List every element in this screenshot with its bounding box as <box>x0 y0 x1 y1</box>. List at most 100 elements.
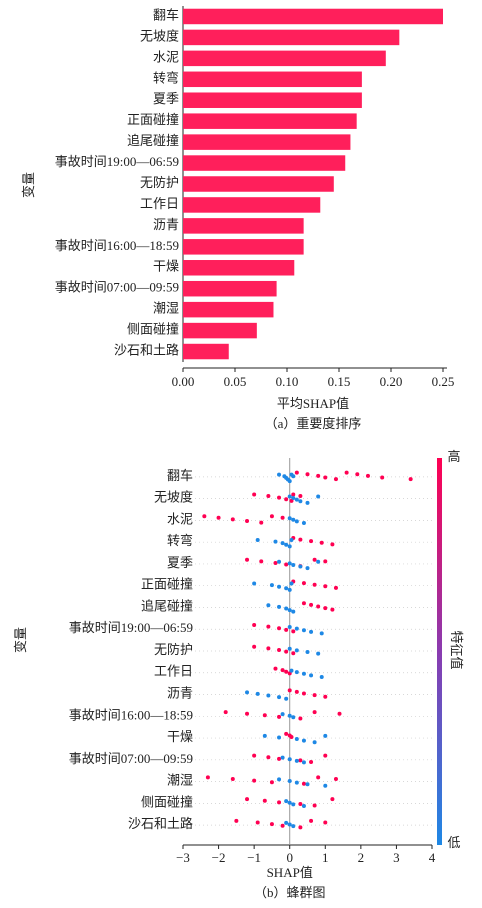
y-tick-label: 工作日 <box>154 664 193 679</box>
y-tick-label: 事故时间16:00—18:59 <box>55 238 179 253</box>
swarm-dot <box>252 753 257 758</box>
swarm-dot <box>294 758 299 763</box>
swarm-dot <box>266 603 271 608</box>
swarm-dot <box>319 540 324 545</box>
swarm-dot <box>323 783 328 788</box>
swarm-dot <box>298 537 303 542</box>
swarm-dot <box>269 780 274 785</box>
swarm-dot <box>291 492 296 497</box>
swarm-dot <box>284 696 289 701</box>
swarm-dot <box>316 494 321 499</box>
swarm-dot <box>266 755 271 760</box>
y-tick-label: 正面碰撞 <box>141 577 193 592</box>
swarm-dot <box>245 711 250 716</box>
swarm-dot <box>365 473 370 478</box>
swarm-dot <box>294 737 299 742</box>
swarm-dot <box>277 735 282 740</box>
swarm-dot <box>284 606 289 611</box>
swarm-dot <box>280 515 285 520</box>
swarm-dot <box>277 800 282 805</box>
y-tick-label: 无防护 <box>154 642 193 657</box>
swarm-dot <box>309 602 314 607</box>
x-tick-label: 0.00 <box>172 374 195 389</box>
swarm-dot <box>287 800 292 805</box>
swarm-dot <box>287 479 292 484</box>
y-tick-label: 事故时间19:00—06:59 <box>55 154 179 169</box>
swarm-dot <box>330 797 335 802</box>
swarm-dot <box>262 798 267 803</box>
swarm-dot <box>255 537 260 542</box>
x-axis-label: SHAP值 <box>267 865 313 880</box>
swarm-dot <box>245 519 250 524</box>
swarm-dot <box>287 516 292 521</box>
swarm-dot <box>289 668 294 673</box>
x-tick-label: −1 <box>247 850 261 865</box>
swarm-dot <box>287 757 292 762</box>
x-tick-label: −3 <box>176 850 190 865</box>
swarm-dot <box>305 566 310 571</box>
swarm-dot <box>287 688 292 693</box>
swarm-dot <box>309 673 314 678</box>
swarm-dot <box>277 559 282 564</box>
swarm-dot <box>301 601 306 606</box>
swarm-dot <box>316 651 321 656</box>
y-tick-label: 无防护 <box>140 175 179 190</box>
x-tick-label: 4 <box>429 850 436 865</box>
swarm-dot <box>294 780 299 785</box>
swarm-dot <box>284 542 289 547</box>
swarm-dot <box>298 494 303 499</box>
swarm-dot <box>301 738 306 743</box>
swarm-dot <box>312 710 317 715</box>
swarm-dot <box>287 561 292 566</box>
swarm-dot <box>287 608 292 613</box>
swarm-dot <box>323 584 328 589</box>
swarm-dot <box>259 520 264 525</box>
x-tick-label: 0.05 <box>224 374 247 389</box>
y-tick-label: 追尾碰撞 <box>141 598 193 613</box>
x-tick-label: 0.25 <box>432 374 455 389</box>
swarm-dot <box>280 823 285 828</box>
swarm-dot <box>287 587 292 592</box>
y-tick-label: 翻车 <box>153 7 179 22</box>
swarm-dot <box>312 557 317 562</box>
y-tick-label: 转弯 <box>167 533 193 548</box>
swarm-dot <box>280 541 285 546</box>
swarm-dot <box>291 609 296 614</box>
swarm-dot <box>289 581 294 586</box>
swarm-dot <box>266 624 271 629</box>
swarm-dot <box>284 627 289 632</box>
swarm-dot <box>269 514 274 519</box>
swarm-dot <box>266 494 271 499</box>
caption: （a）重要度排序 <box>265 416 362 431</box>
swarm-dot <box>316 775 321 780</box>
swarm-dot <box>202 514 207 519</box>
swarm-dot <box>273 666 278 671</box>
swarm-dot <box>291 824 296 829</box>
swarm-dot <box>284 820 289 825</box>
swarm-dot <box>287 778 292 783</box>
swarm-dot <box>287 822 292 827</box>
bar <box>183 260 295 276</box>
swarm-dot <box>309 539 314 544</box>
swarm-dot <box>284 731 289 736</box>
swarm-dot <box>330 607 335 612</box>
swarm-dot <box>266 646 271 651</box>
swarm-dot <box>287 646 292 651</box>
swarm-dot <box>319 674 324 679</box>
swarm-dot <box>309 818 314 823</box>
swarm-dot <box>305 472 310 477</box>
swarm-dot <box>291 517 296 522</box>
y-tick-label: 追尾碰撞 <box>127 133 179 148</box>
swarm-dot <box>277 604 282 609</box>
swarm-dot <box>301 628 306 633</box>
swarm-dot <box>291 715 296 720</box>
y-tick-label: 水泥 <box>153 49 179 64</box>
swarm-dot <box>205 775 210 780</box>
swarm-dot <box>277 472 282 477</box>
swarm-dot <box>298 758 303 763</box>
swarm-dot <box>312 693 317 698</box>
swarm-dot <box>259 559 264 564</box>
colorbar-high: 高 <box>447 449 460 464</box>
swarm-dot <box>284 562 289 567</box>
